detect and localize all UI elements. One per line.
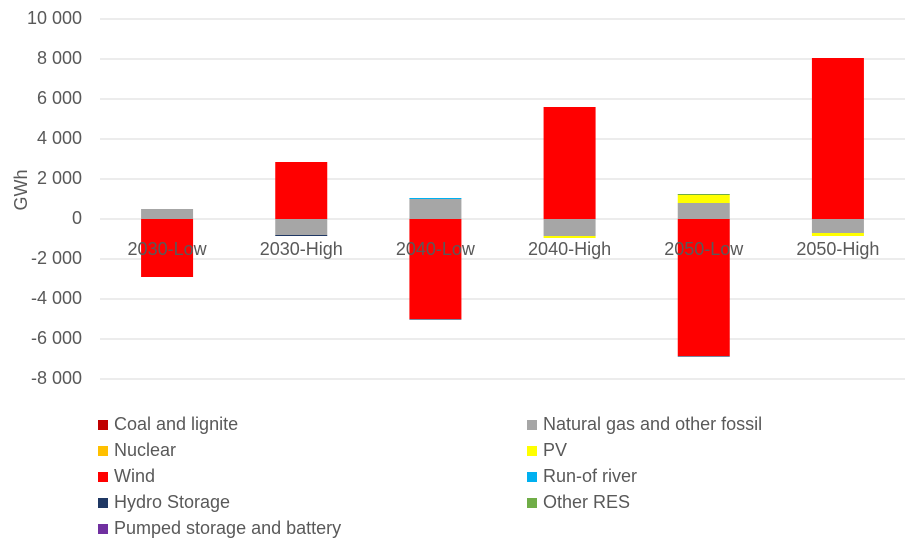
legend-swatch [98, 420, 108, 430]
bar-segment [677, 219, 730, 356]
legend-swatch [98, 446, 108, 456]
bar-segment [811, 233, 864, 236]
bar-segment [811, 219, 864, 233]
legend-swatch [527, 420, 537, 430]
x-tick-label: 2040-High [528, 239, 611, 259]
x-tick-label: 2030-High [260, 239, 343, 259]
y-tick-label: 0 [72, 208, 82, 228]
legend-label: PV [543, 440, 567, 460]
bar-segment [409, 319, 462, 320]
y-tick-label: -2 000 [31, 248, 82, 268]
bar-segment [677, 356, 730, 357]
x-tick-label: 2050-Low [664, 239, 744, 259]
grid [100, 18, 905, 380]
bar-segment [543, 219, 596, 236]
bar-segment [409, 198, 462, 199]
bar-segment [677, 195, 730, 203]
y-tick-label: -4 000 [31, 288, 82, 308]
x-tick-label: 2030-Low [128, 239, 208, 259]
bar-segment [141, 209, 194, 219]
legend-label: Pumped storage and battery [114, 518, 341, 538]
bar-segment [409, 199, 462, 219]
legend-swatch [98, 524, 108, 534]
legend-label: Hydro Storage [114, 492, 230, 512]
x-tick-label: 2040-Low [396, 239, 476, 259]
y-tick-label: -8 000 [31, 368, 82, 388]
legend-swatch [527, 446, 537, 456]
legend-label: Coal and lignite [114, 414, 238, 434]
bar-segment [275, 219, 328, 235]
legend-label: Other RES [543, 492, 630, 512]
bar-segment [811, 58, 864, 219]
bar-segment [543, 236, 596, 238]
y-tick-label: -6 000 [31, 328, 82, 348]
y-axis-label: GWh [11, 169, 31, 210]
bar-segment [677, 203, 730, 219]
legend-label: Wind [114, 466, 155, 486]
bar-segment [275, 162, 328, 219]
legend-label: Nuclear [114, 440, 176, 460]
bar-segment [409, 219, 462, 319]
y-tick-label: 6 000 [37, 88, 82, 108]
y-tick-label: 10 000 [27, 8, 82, 28]
y-tick-label: 4 000 [37, 128, 82, 148]
legend-swatch [98, 472, 108, 482]
bar-segment [141, 219, 194, 277]
legend-label: Natural gas and other fossil [543, 414, 762, 434]
bars [141, 58, 864, 357]
legend-swatch [527, 472, 537, 482]
legend-swatch [527, 498, 537, 508]
bar-segment [275, 235, 328, 236]
legend-label: Run-of river [543, 466, 637, 486]
bar-segment [543, 107, 596, 219]
legend-swatch [98, 498, 108, 508]
bar-segment [677, 194, 730, 195]
y-tick-label: 2 000 [37, 168, 82, 188]
y-tick-label: 8 000 [37, 48, 82, 68]
x-tick-label: 2050-High [796, 239, 879, 259]
